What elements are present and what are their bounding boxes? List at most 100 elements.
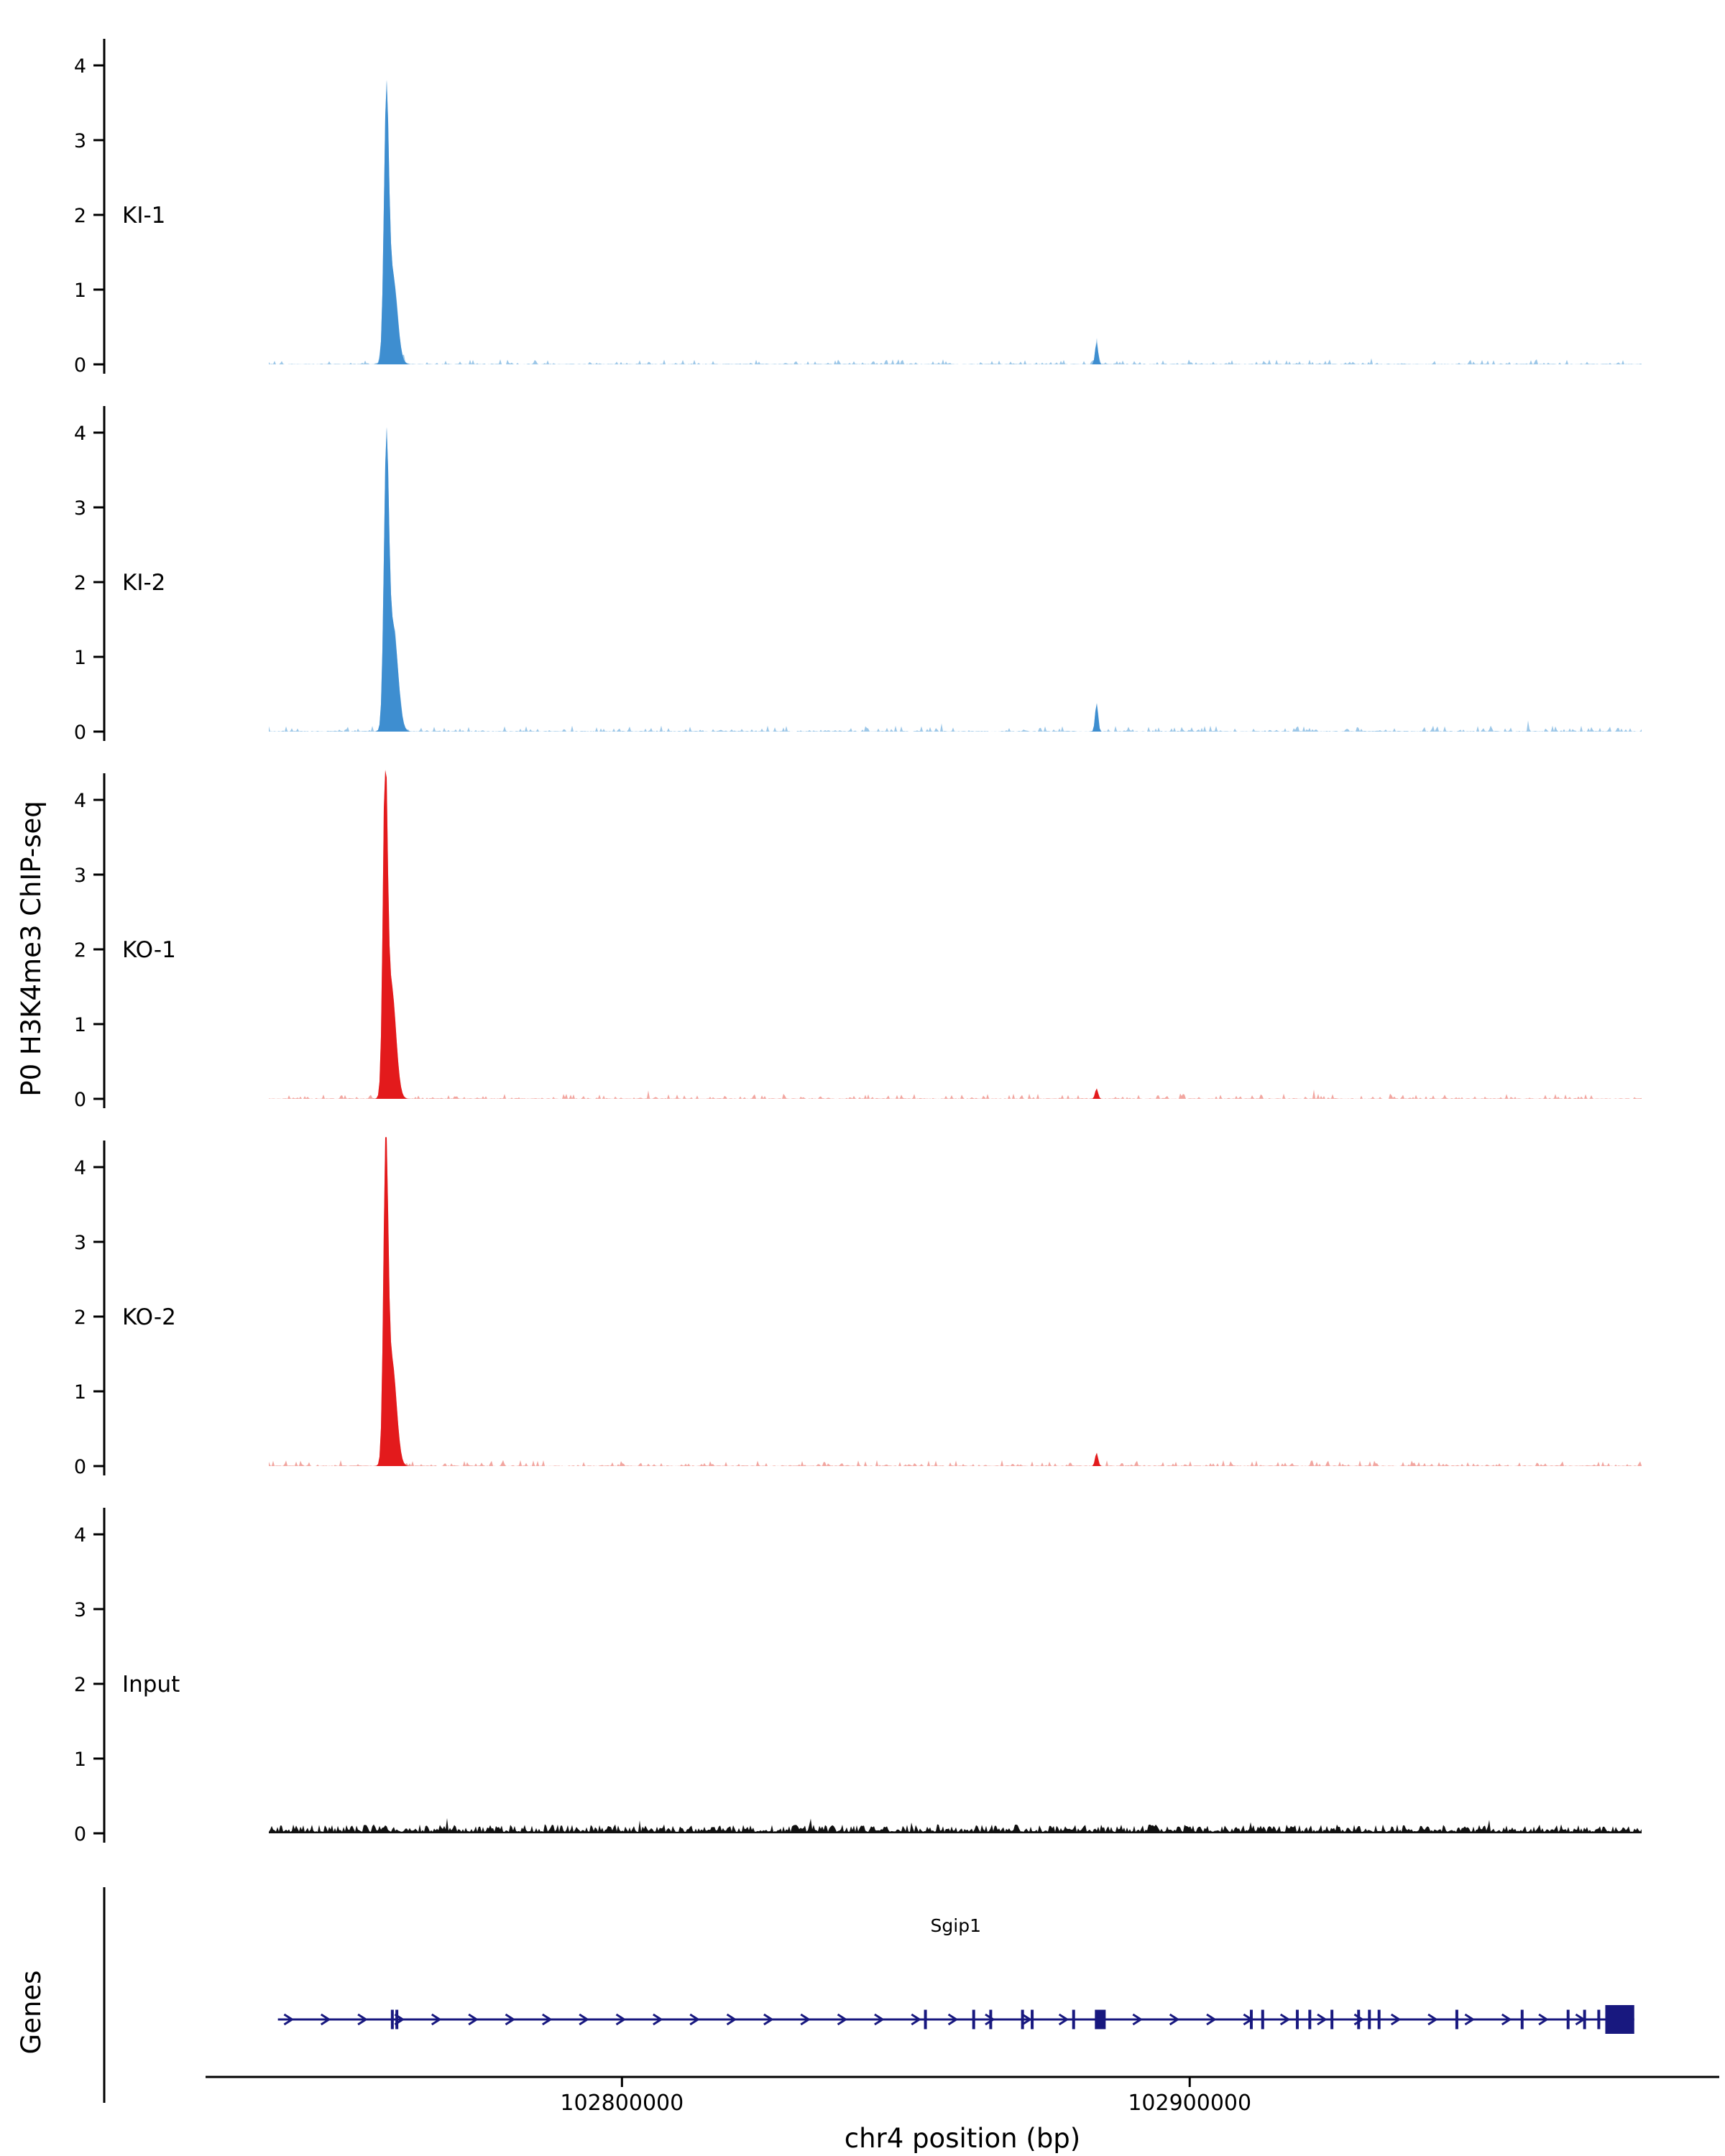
track-panel-KI-2: 0 1 2 3 4 KI-2 bbox=[74, 406, 1642, 744]
strand-arrow-icon bbox=[874, 2013, 885, 2026]
gene-exon bbox=[1072, 2009, 1075, 2030]
gene-annotation-track: Sgip1 bbox=[103, 1887, 1634, 2103]
gene-exon bbox=[1455, 2009, 1458, 2030]
y-tick-label: 1 bbox=[74, 1381, 86, 1404]
y-tick-label: 2 bbox=[74, 1674, 86, 1696]
x-axis-label: chr4 position (bp) bbox=[845, 2123, 1080, 2154]
y-tick-label: 0 bbox=[74, 1089, 86, 1111]
track-noise-signal bbox=[269, 1818, 1642, 1833]
strand-arrow-icon bbox=[1353, 2013, 1365, 2026]
y-tick-label: 1 bbox=[74, 647, 86, 669]
strand-arrow-icon bbox=[541, 2013, 553, 2026]
y-tick-label: 1 bbox=[74, 280, 86, 302]
gene-exon bbox=[1357, 2009, 1361, 2030]
gene-exon bbox=[1330, 2009, 1334, 2030]
gene-exon bbox=[1566, 2009, 1570, 2030]
strand-arrow-icon bbox=[1058, 2013, 1070, 2026]
track-noise-signal bbox=[269, 80, 1642, 364]
strand-arrow-icon bbox=[615, 2013, 627, 2026]
strand-arrow-icon bbox=[431, 2013, 442, 2026]
track-label: KO-1 bbox=[122, 937, 176, 963]
signal-tracks: 0 1 2 3 4 KI-1 0 1 2 3 4 KI-2 0 1 2 3 4 KO-1 0 1 2 3 4 KO-2 0 1 2 3… bbox=[74, 39, 1642, 1846]
gene-exon bbox=[924, 2009, 927, 2030]
y-tick-label: 0 bbox=[74, 354, 86, 377]
strand-arrow-icon bbox=[726, 2013, 737, 2026]
gene-exon bbox=[972, 2009, 975, 2030]
gene-exon bbox=[1031, 2009, 1034, 2030]
y-axis-label: P0 H3K4me3 ChIP-seq bbox=[16, 801, 47, 1096]
y-tick-label: 1 bbox=[74, 1014, 86, 1036]
gene-exon bbox=[1095, 2009, 1106, 2030]
strand-arrow-icon bbox=[579, 2013, 589, 2026]
y-tick-label: 4 bbox=[74, 790, 86, 812]
y-tick-label: 3 bbox=[74, 1232, 86, 1254]
track-panel-KO-2: 0 1 2 3 4 KO-2 bbox=[74, 1137, 1642, 1478]
track-peak-signal bbox=[269, 80, 1642, 364]
strand-arrow-icon bbox=[1390, 2013, 1402, 2026]
y-tick-label: 4 bbox=[74, 55, 86, 78]
y-tick-label: 2 bbox=[74, 1307, 86, 1329]
y-tick-label: 3 bbox=[74, 130, 86, 152]
track-panel-KI-1: 0 1 2 3 4 KI-1 bbox=[74, 39, 1642, 377]
gene-exon bbox=[390, 2009, 394, 2030]
gene-exon bbox=[1261, 2009, 1264, 2030]
y-tick-label: 0 bbox=[74, 722, 86, 744]
strand-arrow-icon bbox=[1206, 2013, 1217, 2026]
strand-arrow-icon bbox=[763, 2013, 774, 2026]
strand-arrow-icon bbox=[653, 2013, 663, 2026]
gene-exon bbox=[1605, 2005, 1634, 2034]
y-tick-label: 0 bbox=[74, 1456, 86, 1478]
y-tick-label: 4 bbox=[74, 1157, 86, 1179]
strand-arrow-icon bbox=[505, 2013, 516, 2026]
strand-arrow-icon bbox=[1501, 2013, 1512, 2026]
track-panel-KO-1: 0 1 2 3 4 KO-1 bbox=[74, 770, 1642, 1111]
y-tick-label: 4 bbox=[74, 1524, 86, 1547]
strand-arrow-icon bbox=[1169, 2013, 1180, 2026]
strand-arrow-icon bbox=[837, 2013, 848, 2026]
strand-arrow-icon bbox=[947, 2013, 959, 2026]
gene-exon bbox=[1520, 2009, 1524, 2030]
strand-arrow-icon bbox=[283, 2013, 295, 2026]
y-tick-label: 0 bbox=[74, 1823, 86, 1846]
y-tick-label: 2 bbox=[74, 205, 86, 227]
strand-arrow-icon bbox=[1021, 2013, 1033, 2026]
gene-exon bbox=[1368, 2009, 1371, 2030]
strand-arrow-icon bbox=[1279, 2013, 1291, 2026]
strand-arrow-icon bbox=[985, 2013, 995, 2026]
x-tick-label: 102900000 bbox=[1128, 2091, 1251, 2116]
track-label: KI-2 bbox=[122, 570, 165, 596]
y-tick-label: 3 bbox=[74, 865, 86, 887]
track-panel-Input: 0 1 2 3 4 Input bbox=[74, 1508, 1642, 1846]
strand-arrow-icon bbox=[320, 2013, 331, 2026]
gene-exon bbox=[989, 2009, 993, 2030]
strand-arrow-icon bbox=[1317, 2013, 1328, 2026]
y-tick-label: 2 bbox=[74, 572, 86, 594]
gene-exon bbox=[1597, 2009, 1601, 2030]
gene-exon bbox=[1295, 2009, 1299, 2030]
gene-name-label: Sgip1 bbox=[931, 1915, 981, 1936]
gene-exon bbox=[1583, 2009, 1586, 2030]
y-tick-label: 2 bbox=[74, 939, 86, 962]
strand-arrow-icon bbox=[800, 2013, 811, 2026]
y-tick-label: 4 bbox=[74, 423, 86, 445]
gene-exon bbox=[1021, 2009, 1024, 2030]
track-label: KO-2 bbox=[122, 1304, 176, 1330]
strand-arrow-icon bbox=[1464, 2013, 1476, 2026]
strand-arrow-icon bbox=[468, 2013, 479, 2026]
track-label: Input bbox=[122, 1672, 180, 1697]
track-noise-signal bbox=[269, 427, 1642, 732]
gene-exon bbox=[1249, 2009, 1253, 2030]
y-tick-label: 1 bbox=[74, 1749, 86, 1771]
strand-arrow-icon bbox=[911, 2013, 922, 2026]
gene-exon bbox=[1308, 2009, 1312, 2030]
track-noise-signal bbox=[269, 1137, 1642, 1466]
strand-arrow-icon bbox=[1132, 2013, 1144, 2026]
strand-arrow-icon bbox=[1427, 2013, 1438, 2026]
gene-exon bbox=[395, 2009, 399, 2030]
strand-arrow-icon bbox=[1538, 2013, 1549, 2026]
track-peak-signal bbox=[269, 427, 1642, 732]
y-tick-label: 3 bbox=[74, 1599, 86, 1621]
y-tick-label: 3 bbox=[74, 497, 86, 520]
